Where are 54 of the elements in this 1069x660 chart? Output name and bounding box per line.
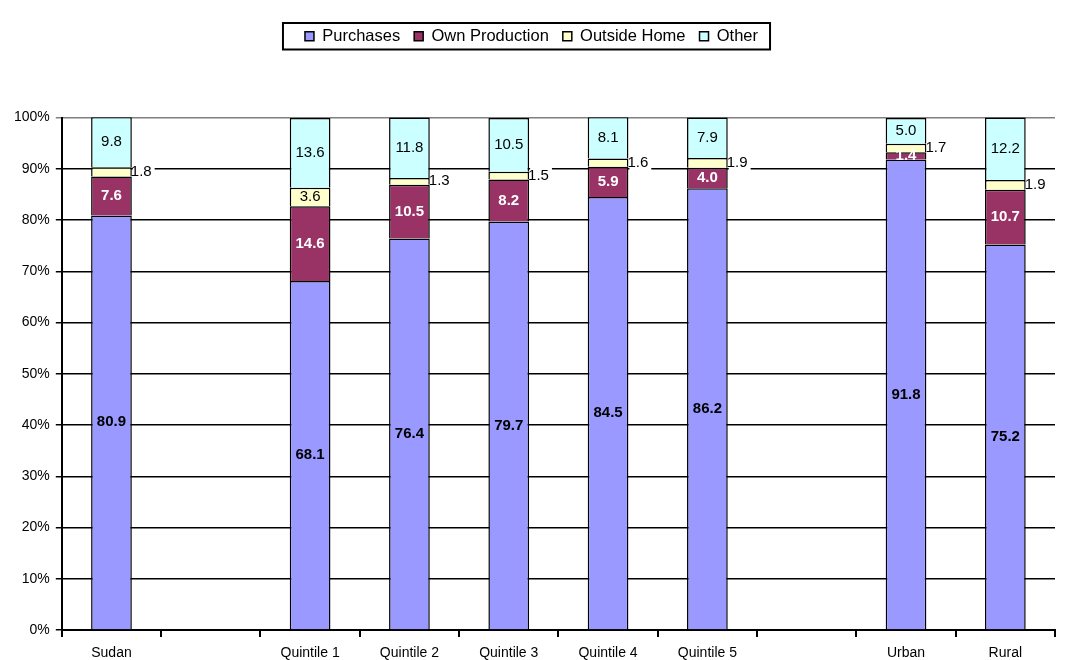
- data-label: 3.6: [299, 187, 321, 205]
- data-label: 75.2: [990, 427, 1020, 445]
- data-label: 1.7: [925, 138, 947, 156]
- data-label: 91.8: [891, 384, 921, 402]
- x-tick-label: Quintile 1: [280, 644, 340, 660]
- y-tick-label: 50%: [21, 364, 50, 381]
- legend-label: Other: [716, 25, 759, 44]
- data-label: 80.9: [96, 412, 127, 430]
- data-label: 5.0: [895, 120, 917, 138]
- y-tick-label: 40%: [21, 415, 50, 432]
- data-label: 5.9: [597, 171, 619, 189]
- data-label: 10.7: [990, 207, 1020, 225]
- data-label: 8.1: [597, 127, 619, 145]
- x-tick-label: Quintile 4: [578, 644, 638, 660]
- x-tick-label: Quintile 3: [479, 644, 539, 660]
- data-label: 1.6: [627, 152, 649, 170]
- data-label: 68.1: [295, 445, 325, 463]
- y-tick-label: 70%: [21, 262, 50, 279]
- data-label: 1.8: [130, 161, 152, 179]
- legend-label: Purchases: [322, 25, 401, 44]
- x-tick-label: Urban: [886, 644, 926, 660]
- y-tick-label: 100%: [13, 108, 50, 125]
- data-label: 4.0: [696, 168, 718, 186]
- y-tick-label: 80%: [21, 210, 50, 227]
- legend-label: Outside Home: [580, 25, 686, 44]
- data-label: 7.6: [101, 186, 122, 204]
- data-label: 11.8: [395, 137, 424, 155]
- legend-label: Own Production: [431, 25, 549, 44]
- data-label: 1.9: [1024, 175, 1046, 193]
- data-label: 79.7: [494, 415, 524, 433]
- data-label: 84.5: [593, 403, 623, 421]
- data-label: 1.9: [726, 153, 748, 170]
- x-tick-label: Quintile 2: [379, 644, 440, 660]
- x-tick-label: Rural: [988, 644, 1023, 660]
- y-tick-label: 10%: [21, 569, 50, 586]
- y-tick-label: 90%: [21, 159, 50, 176]
- x-tick-label: Quintile 5: [677, 644, 738, 660]
- data-label: 13.6: [295, 143, 325, 160]
- data-label: 14.6: [295, 233, 325, 251]
- y-tick-label: 0%: [29, 620, 50, 637]
- data-label: 10.5: [494, 135, 524, 153]
- data-label: 86.2: [692, 398, 722, 416]
- data-label: 8.2: [498, 190, 520, 208]
- y-tick-label: 60%: [21, 313, 50, 330]
- data-label: 12.2: [990, 138, 1020, 156]
- y-tick-label: 20%: [21, 518, 50, 535]
- y-tick-label: 30%: [21, 467, 50, 484]
- data-label: 9.8: [101, 132, 122, 150]
- data-label: 1.3: [428, 171, 450, 189]
- x-tick-label: Sudan: [91, 644, 132, 660]
- data-label: 1.5: [528, 165, 549, 183]
- data-label: 76.4: [394, 423, 425, 441]
- data-label: 10.5: [394, 201, 425, 219]
- data-label: 7.9: [696, 127, 718, 145]
